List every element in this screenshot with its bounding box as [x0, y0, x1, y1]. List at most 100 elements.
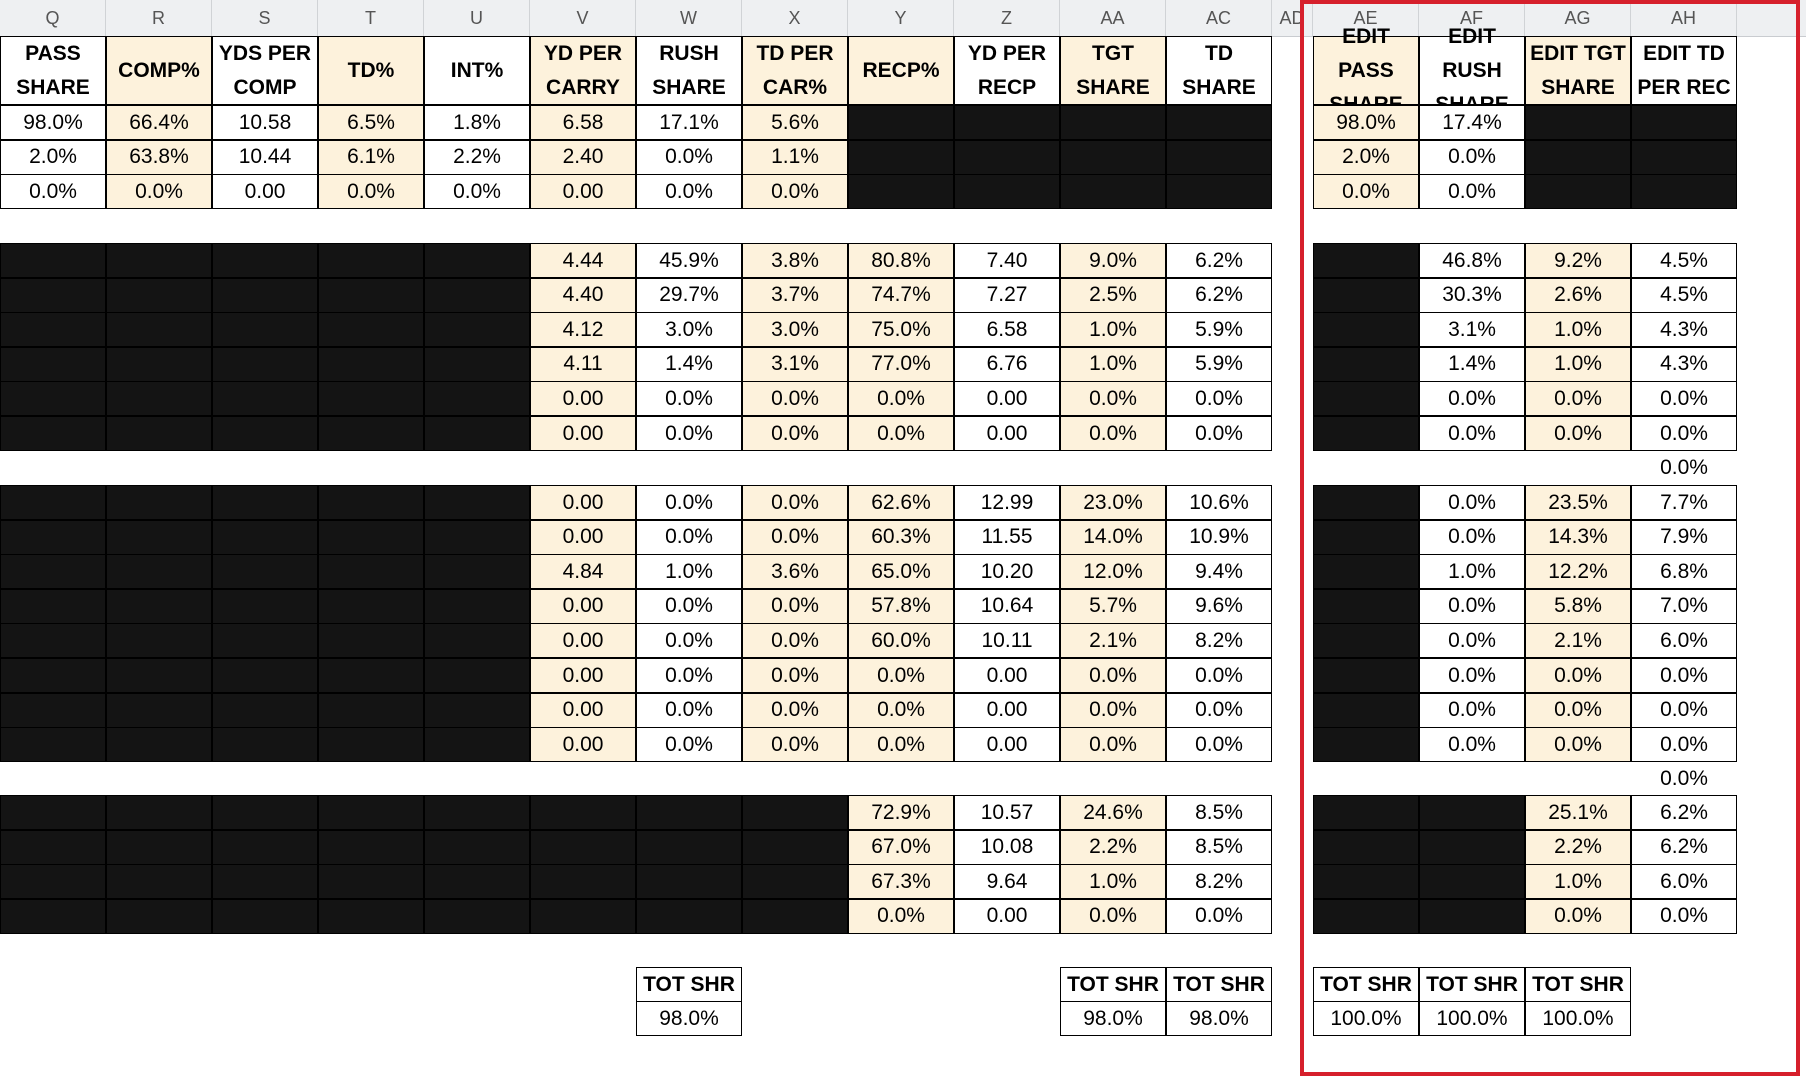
cell-ae-g1-r2[interactable] — [1313, 312, 1419, 348]
cell-r-g1-r0[interactable] — [106, 243, 212, 278]
cell-ae-g0-r1[interactable]: 2.0% — [1313, 139, 1419, 175]
cell-u-g0-r1[interactable]: 2.2% — [424, 139, 530, 175]
total-value-ac[interactable]: 98.0% — [1166, 1001, 1272, 1036]
cell-ac-g2-r5[interactable]: 0.0% — [1166, 658, 1272, 693]
cell-x-g1-r3[interactable]: 3.1% — [742, 346, 848, 382]
cell-z-g0-r0[interactable] — [954, 105, 1060, 140]
column-letter-ae[interactable]: AE — [1313, 0, 1419, 36]
cell-ac-g2-r3[interactable]: 9.6% — [1166, 588, 1272, 624]
cell-af-g2-r7[interactable]: 0.0% — [1419, 727, 1525, 763]
cell-ag-g0-r2[interactable] — [1525, 174, 1631, 210]
cell-z-g2-r4[interactable]: 10.11 — [954, 623, 1060, 659]
cell-ae-g1-r0[interactable] — [1313, 243, 1419, 278]
cell-u-g0-r2[interactable]: 0.0% — [424, 174, 530, 210]
cell-x-g2-r7[interactable]: 0.0% — [742, 727, 848, 763]
column-letter-t[interactable]: T — [318, 0, 424, 36]
cell-r-g3-r2[interactable] — [106, 864, 212, 900]
cell-ae-g1-r3[interactable] — [1313, 346, 1419, 382]
cell-u-g3-r0[interactable] — [424, 795, 530, 830]
total-value-ae[interactable]: 100.0% — [1313, 1001, 1419, 1036]
cell-aa-g3-r1[interactable]: 2.2% — [1060, 829, 1166, 865]
cell-z-g1-r1[interactable]: 7.27 — [954, 277, 1060, 313]
cell-ae-g2-r0[interactable] — [1313, 485, 1419, 520]
cell-z-g3-r0[interactable]: 10.57 — [954, 795, 1060, 830]
cell-t-g1-r4[interactable] — [318, 381, 424, 417]
cell-t-g2-r3[interactable] — [318, 588, 424, 624]
cell-ah-g1-r5[interactable]: 0.0% — [1631, 416, 1737, 451]
cell-x-g0-r0[interactable]: 5.6% — [742, 105, 848, 140]
cell-u-g2-r4[interactable] — [424, 623, 530, 659]
cell-af-g2-r5[interactable]: 0.0% — [1419, 658, 1525, 693]
cell-af-g3-r3[interactable] — [1419, 898, 1525, 934]
cell-u-g2-r5[interactable] — [424, 658, 530, 693]
cell-aa-g2-r0[interactable]: 23.0% — [1060, 485, 1166, 520]
cell-w-g2-r4[interactable]: 0.0% — [636, 623, 742, 659]
column-letter-q[interactable]: Q — [0, 0, 106, 36]
cell-t-g1-r3[interactable] — [318, 346, 424, 382]
cell-y-g0-r1[interactable] — [848, 139, 954, 175]
total-value-w[interactable]: 98.0% — [636, 1001, 742, 1036]
cell-t-g3-r3[interactable] — [318, 898, 424, 934]
cell-t-g0-r2[interactable]: 0.0% — [318, 174, 424, 210]
cell-w-g1-r2[interactable]: 3.0% — [636, 312, 742, 348]
cell-v-g2-r1[interactable]: 0.00 — [530, 519, 636, 555]
cell-w-g0-r1[interactable]: 0.0% — [636, 139, 742, 175]
cell-t-g2-r5[interactable] — [318, 658, 424, 693]
cell-ac-g1-r3[interactable]: 5.9% — [1166, 346, 1272, 382]
cell-q-g1-r3[interactable] — [0, 346, 106, 382]
cell-y-g2-r0[interactable]: 62.6% — [848, 485, 954, 520]
cell-u-g2-r6[interactable] — [424, 692, 530, 728]
cell-aa-g2-r5[interactable]: 0.0% — [1060, 658, 1166, 693]
header-yd-per-carry[interactable]: YD PER CARRY — [530, 36, 636, 105]
cell-ag-g2-r7[interactable]: 0.0% — [1525, 727, 1631, 763]
cell-t-g1-r2[interactable] — [318, 312, 424, 348]
cell-aa-g0-r2[interactable] — [1060, 174, 1166, 210]
cell-ah-g1-r4[interactable]: 0.0% — [1631, 381, 1737, 417]
cell-aa-g2-r2[interactable]: 12.0% — [1060, 554, 1166, 590]
cell-y-g0-r0[interactable] — [848, 105, 954, 140]
cell-v-g0-r2[interactable]: 0.00 — [530, 174, 636, 210]
cell-v-g3-r0[interactable] — [530, 795, 636, 830]
cell-r-g2-r3[interactable] — [106, 588, 212, 624]
cell-s-g1-r4[interactable] — [212, 381, 318, 417]
cell-aa-g2-r4[interactable]: 2.1% — [1060, 623, 1166, 659]
cell-u-g3-r2[interactable] — [424, 864, 530, 900]
cell-z-g3-r3[interactable]: 0.00 — [954, 898, 1060, 934]
cell-af-g2-r6[interactable]: 0.0% — [1419, 692, 1525, 728]
cell-ag-g1-r4[interactable]: 0.0% — [1525, 381, 1631, 417]
cell-s-g3-r3[interactable] — [212, 898, 318, 934]
cell-r-g1-r5[interactable] — [106, 416, 212, 451]
cell-x-g3-r0[interactable] — [742, 795, 848, 830]
cell-ah-g2-r7[interactable]: 0.0% — [1631, 727, 1737, 763]
cell-aa-g1-r0[interactable]: 9.0% — [1060, 243, 1166, 278]
cell-s-g2-r1[interactable] — [212, 519, 318, 555]
cell-q-g2-r5[interactable] — [0, 658, 106, 693]
cell-ac-g2-r7[interactable]: 0.0% — [1166, 727, 1272, 763]
cell-v-g1-r1[interactable]: 4.40 — [530, 277, 636, 313]
column-letter-r[interactable]: R — [106, 0, 212, 36]
cell-v-g0-r0[interactable]: 6.58 — [530, 105, 636, 140]
cell-q-g3-r0[interactable] — [0, 795, 106, 830]
cell-u-g2-r0[interactable] — [424, 485, 530, 520]
cell-s-g1-r3[interactable] — [212, 346, 318, 382]
cell-x-g2-r4[interactable]: 0.0% — [742, 623, 848, 659]
cell-ag-g2-r1[interactable]: 14.3% — [1525, 519, 1631, 555]
cell-w-g1-r1[interactable]: 29.7% — [636, 277, 742, 313]
cell-ah-g3-r0[interactable]: 6.2% — [1631, 795, 1737, 830]
cell-ah-g2-r2[interactable]: 6.8% — [1631, 554, 1737, 590]
header-yds-per-comp[interactable]: YDS PER COMP — [212, 36, 318, 105]
cell-r-g2-r6[interactable] — [106, 692, 212, 728]
column-letter-y[interactable]: Y — [848, 0, 954, 36]
cell-z-g2-r0[interactable]: 12.99 — [954, 485, 1060, 520]
cell-ag-g1-r2[interactable]: 1.0% — [1525, 312, 1631, 348]
cell-ah-g1-r0[interactable]: 4.5% — [1631, 243, 1737, 278]
cell-y-g0-r2[interactable] — [848, 174, 954, 210]
cell-x-g2-r2[interactable]: 3.6% — [742, 554, 848, 590]
cell-y-g1-r2[interactable]: 75.0% — [848, 312, 954, 348]
cell-s-g2-r4[interactable] — [212, 623, 318, 659]
cell-r-g1-r1[interactable] — [106, 277, 212, 313]
cell-v-g3-r3[interactable] — [530, 898, 636, 934]
cell-z-g2-r6[interactable]: 0.00 — [954, 692, 1060, 728]
cell-aa-g2-r6[interactable]: 0.0% — [1060, 692, 1166, 728]
